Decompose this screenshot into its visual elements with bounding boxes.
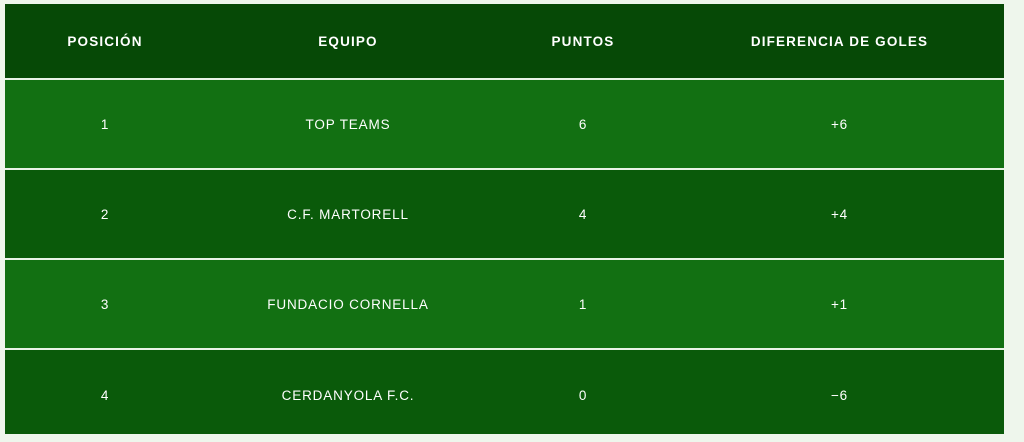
column-header-puntos[interactable]: PUNTOS bbox=[551, 33, 615, 49]
cell-posicion: 4 bbox=[100, 387, 110, 403]
standings-table: POSICIÓN EQUIPO PUNTOS DIFERENCIA DE GOL… bbox=[5, 4, 1004, 434]
cell-diferencia-de-goles: +4 bbox=[830, 206, 849, 222]
cell-equipo: TOP TEAMS bbox=[305, 116, 391, 132]
cell-posicion: 3 bbox=[100, 296, 110, 312]
column-header-diferencia-de-goles[interactable]: DIFERENCIA DE GOLES bbox=[750, 33, 929, 49]
cell-posicion: 2 bbox=[100, 206, 110, 222]
cell-puntos: 4 bbox=[578, 206, 588, 222]
cell-puntos: 0 bbox=[578, 387, 588, 403]
cell-diferencia-de-goles: +6 bbox=[830, 116, 849, 132]
cell-diferencia-de-goles: −6 bbox=[830, 387, 849, 403]
cell-equipo: C.F. MARTORELL bbox=[287, 206, 409, 222]
cell-diferencia-de-goles: +1 bbox=[830, 296, 849, 312]
cell-equipo: FUNDACIO CORNELLA bbox=[267, 296, 429, 312]
table-header-row: POSICIÓN EQUIPO PUNTOS DIFERENCIA DE GOL… bbox=[5, 4, 1004, 80]
table-row[interactable]: 2 C.F. MARTORELL 4 +4 bbox=[5, 170, 1004, 260]
column-header-posicion[interactable]: POSICIÓN bbox=[67, 33, 143, 49]
table-row[interactable]: 3 FUNDACIO CORNELLA 1 +1 bbox=[5, 260, 1004, 350]
cell-puntos: 6 bbox=[578, 116, 588, 132]
table-row[interactable]: 4 CERDANYOLA F.C. 0 −6 bbox=[5, 350, 1004, 434]
cell-equipo: CERDANYOLA F.C. bbox=[281, 387, 415, 403]
table-row[interactable]: 1 TOP TEAMS 6 +6 bbox=[5, 80, 1004, 170]
column-header-equipo[interactable]: EQUIPO bbox=[318, 33, 378, 49]
cell-puntos: 1 bbox=[578, 296, 588, 312]
cell-posicion: 1 bbox=[100, 116, 110, 132]
